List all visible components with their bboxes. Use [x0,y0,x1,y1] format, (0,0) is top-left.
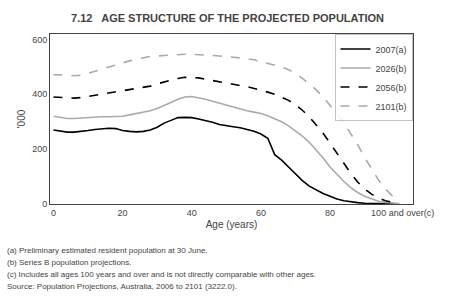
svg-text:2026(b): 2026(b) [376,64,407,74]
svg-text:100 and over(c): 100 and over(c) [371,208,434,218]
svg-text:(b) Series B population projec: (b) Series B population projections. [7,258,132,267]
svg-text:80: 80 [325,208,335,218]
svg-text:40: 40 [187,208,197,218]
svg-text:2101(b): 2101(b) [376,102,407,112]
svg-text:(a) Preliminary estimated resi: (a) Preliminary estimated resident popul… [7,246,208,255]
svg-text:Age (years): Age (years) [206,219,258,230]
svg-text:0: 0 [42,199,47,209]
svg-text:60: 60 [256,208,266,218]
svg-text:(c) Includes all ages 100 year: (c) Includes all ages 100 years and over… [7,270,316,279]
svg-text:20: 20 [118,208,128,218]
svg-text:2056(b): 2056(b) [376,83,407,93]
svg-text:400: 400 [32,89,47,99]
svg-text:600: 600 [32,35,47,45]
svg-text:'000: '000 [16,109,27,128]
svg-text:Source: Population Projections: Source: Population Projections, Australi… [7,282,237,291]
svg-text:7.12 AGE STRUCTURE OF THE PR: 7.12 AGE STRUCTURE OF THE PROJECTED POPU… [71,12,384,24]
svg-text:200: 200 [32,144,47,154]
svg-text:0: 0 [51,208,56,218]
svg-text:2007(a): 2007(a) [376,45,407,55]
